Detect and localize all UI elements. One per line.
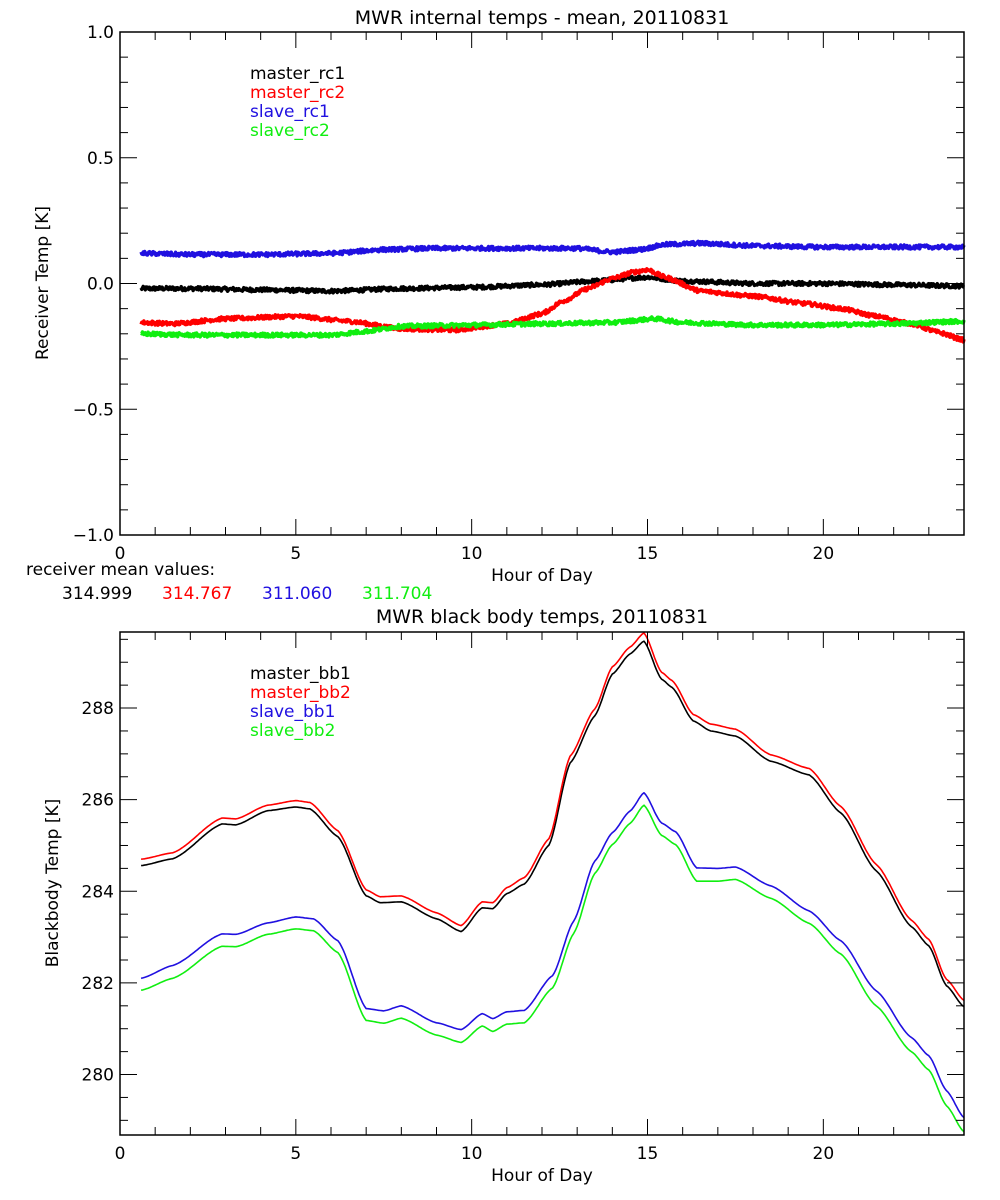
legend-entry: master_rc2	[250, 83, 345, 103]
y-tick-label: −1.0	[73, 526, 114, 546]
legend-entry: master_bb2	[250, 683, 351, 703]
y-axis-label: Receiver Temp [K]	[33, 206, 53, 360]
ticks-group: 0 5 10 15 20 280 282 284 286 288	[82, 632, 965, 1164]
x-tick-label: 5	[290, 544, 301, 564]
legend-entry: slave_rc2	[250, 121, 330, 141]
legend-entry: slave_bb2	[250, 721, 335, 741]
blackbody-temps-chart: MWR black body temps, 20110831 0 5 10 15 20 2…	[43, 606, 965, 1186]
series-group	[140, 632, 965, 1133]
series-line-master-bb2	[141, 632, 965, 1001]
receiver-means-annotation: receiver mean values: 314.999 314.767 31…	[26, 560, 432, 604]
y-tick-label: 286	[82, 791, 114, 811]
legend-entry: master_bb1	[250, 664, 351, 684]
y-axis-label: Blackbody Temp [K]	[43, 799, 63, 968]
x-tick-label: 10	[461, 544, 483, 564]
series-group	[139, 239, 966, 344]
series-line-master-rc1	[139, 274, 966, 295]
legend-entry: slave_rc1	[250, 102, 330, 122]
x-tick-label: 15	[637, 1144, 659, 1164]
x-axis-label: Hour of Day	[491, 566, 593, 586]
y-tick-label: 282	[82, 974, 114, 994]
receiver-mean-value: 311.060	[262, 584, 332, 604]
series-line-master-bb1	[141, 640, 965, 1008]
series-line-slave-rc2	[140, 315, 966, 339]
x-axis-label: Hour of Day	[491, 1166, 593, 1186]
series-line-slave-rc1	[139, 239, 966, 259]
internal-temps-chart: MWR internal temps - mean, 20110831 0 5 10…	[33, 7, 966, 586]
receiver-mean-value: 314.999	[62, 584, 132, 604]
y-tick-label: 280	[82, 1066, 114, 1086]
series-line-slave-bb2	[140, 804, 965, 1133]
y-tick-label: −0.5	[73, 400, 114, 420]
y-tick-label: 1.0	[87, 23, 114, 43]
series-line-slave-bb1	[140, 791, 965, 1119]
x-tick-label: 20	[813, 1144, 835, 1164]
plot-frame	[119, 631, 965, 1136]
x-tick-label: 15	[637, 544, 659, 564]
y-tick-label: 284	[82, 882, 114, 902]
receiver-means-label: receiver mean values:	[26, 560, 215, 580]
legend: master_rc1 master_rc2 slave_rc1 slave_rc…	[250, 64, 345, 141]
receiver-mean-value: 311.704	[362, 584, 432, 604]
y-tick-label: 0.5	[87, 149, 114, 169]
legend-entry: slave_bb1	[250, 702, 335, 722]
chart-title: MWR black body temps, 20110831	[376, 606, 708, 628]
x-tick-label: 0	[115, 544, 126, 564]
series-line-master-rc2	[139, 267, 966, 344]
ticks-group: 0 5 10 15 20 −1.0 −0.5 0.0 0.5 1.0	[73, 23, 965, 564]
x-tick-label: 5	[290, 1144, 301, 1164]
y-tick-label: 288	[82, 699, 114, 719]
receiver-mean-value: 314.767	[162, 584, 232, 604]
chart-title: MWR internal temps - mean, 20110831	[355, 7, 730, 29]
x-tick-label: 20	[813, 544, 835, 564]
legend: master_bb1 master_bb2 slave_bb1 slave_bb…	[250, 664, 351, 741]
legend-entry: master_rc1	[250, 64, 345, 84]
x-tick-label: 0	[115, 1144, 126, 1164]
y-tick-label: 0.0	[87, 275, 114, 295]
x-tick-label: 10	[461, 1144, 483, 1164]
